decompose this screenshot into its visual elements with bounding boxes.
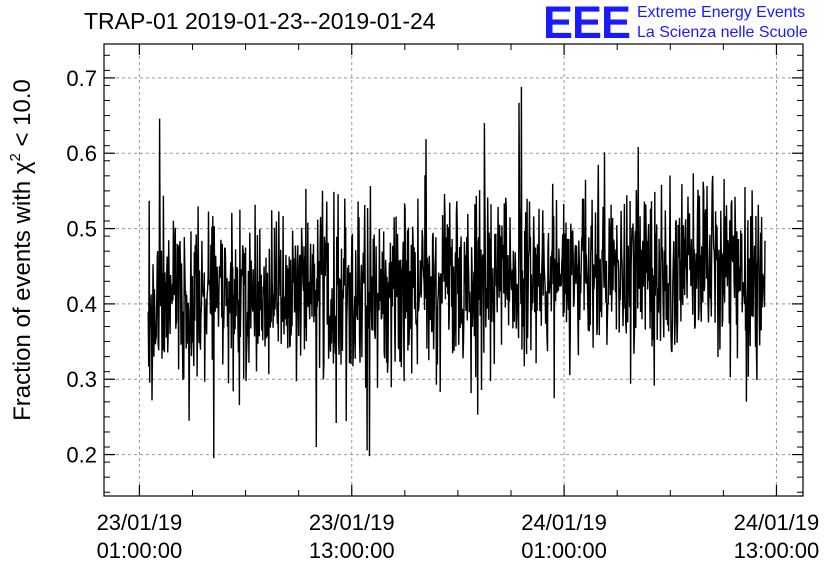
- eee-logo-line1: Extreme Energy Events: [637, 4, 806, 21]
- x-tick-label-date: 23/01/19: [309, 510, 395, 535]
- series-line: [147, 86, 766, 459]
- eee-logo: EEE: [543, 0, 631, 48]
- y-tick-label: 0.3: [66, 367, 97, 392]
- eee-logo-line2: La Scienza nelle Scuole: [637, 24, 808, 41]
- x-tick-label-date: 23/01/19: [97, 510, 183, 535]
- y-tick-label: 0.5: [66, 217, 97, 242]
- y-axis-label: Fraction of events with χ2 < 10.0: [7, 79, 36, 421]
- x-tick-label-time: 01:00:00: [97, 538, 183, 563]
- y-tick-label: 0.7: [66, 66, 97, 91]
- plot-frame: [103, 43, 804, 497]
- eee-logo-caption: Extreme Energy Events La Scienza nelle S…: [637, 3, 808, 43]
- x-tick-label-time: 01:00:00: [521, 538, 607, 563]
- x-tick-label-date: 24/01/19: [521, 510, 607, 535]
- y-tick-label: 0.6: [66, 141, 97, 166]
- x-tick-label-time: 13:00:00: [309, 538, 395, 563]
- y-tick-label: 0.2: [66, 443, 97, 468]
- x-tick-label-time: 13:00:00: [734, 538, 820, 563]
- chart-title: TRAP-01 2019-01-23--2019-01-24: [84, 8, 436, 34]
- y-tick-label: 0.4: [66, 292, 97, 317]
- x-tick-label-date: 24/01/19: [734, 510, 820, 535]
